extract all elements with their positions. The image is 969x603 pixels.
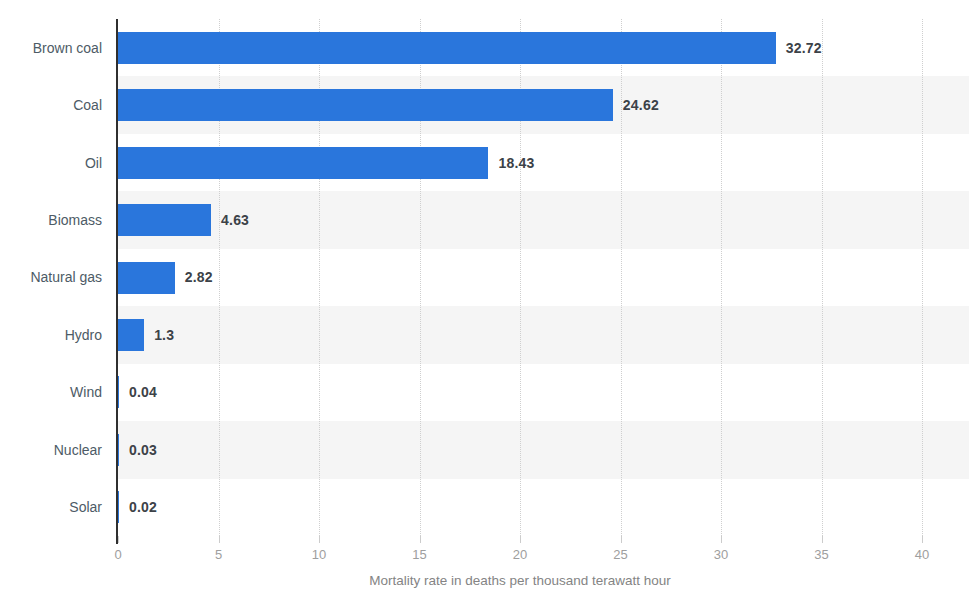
category-label: Nuclear <box>0 421 102 478</box>
bar-natural-gas[interactable] <box>118 262 175 294</box>
category-label: Solar <box>0 479 102 536</box>
x-tick-label: 30 <box>714 547 728 562</box>
axis-tick <box>621 536 622 543</box>
axis-tick <box>118 536 119 543</box>
x-tick-label: 40 <box>915 547 929 562</box>
bar-value-label: 0.02 <box>129 479 157 536</box>
bar-value-label: 4.63 <box>221 191 249 248</box>
axis-tick <box>922 536 923 543</box>
x-tick-label: 35 <box>814 547 828 562</box>
bar-value-label: 2.82 <box>185 249 213 306</box>
category-label: Brown coal <box>0 19 102 76</box>
axis-tick <box>822 536 823 543</box>
x-tick-label: 15 <box>412 547 426 562</box>
bar-coal[interactable] <box>118 89 613 121</box>
x-tick-label: 10 <box>312 547 326 562</box>
bar-wind[interactable] <box>118 376 119 408</box>
gridline <box>721 19 722 536</box>
bar-oil[interactable] <box>118 147 488 179</box>
gridline <box>922 19 923 536</box>
bar-value-label: 0.04 <box>129 364 157 421</box>
x-tick-label: 0 <box>114 547 121 562</box>
category-label: Biomass <box>0 191 102 248</box>
bar-solar[interactable] <box>118 491 119 523</box>
x-tick-label: 5 <box>215 547 222 562</box>
axis-tick <box>721 536 722 543</box>
bar-value-label: 1.3 <box>154 306 174 363</box>
bar-value-label: 18.43 <box>498 134 534 191</box>
bar-chart: Mortality rate in deaths per thousand te… <box>0 0 969 603</box>
row-stripe <box>118 306 969 363</box>
bar-biomass[interactable] <box>118 204 211 236</box>
gridline <box>822 19 823 536</box>
x-tick-label: 20 <box>513 547 527 562</box>
category-label: Natural gas <box>0 249 102 306</box>
gridline <box>621 19 622 536</box>
axis-tick <box>420 536 421 543</box>
bar-value-label: 24.62 <box>623 76 659 133</box>
bar-value-label: 32.72 <box>786 19 822 76</box>
category-label: Coal <box>0 76 102 133</box>
axis-tick <box>520 536 521 543</box>
category-label: Oil <box>0 134 102 191</box>
x-tick-label: 25 <box>613 547 627 562</box>
axis-tick <box>219 536 220 543</box>
bar-nuclear[interactable] <box>118 434 119 466</box>
axis-tick <box>319 536 320 543</box>
category-label: Hydro <box>0 306 102 363</box>
bar-hydro[interactable] <box>118 319 144 351</box>
category-label: Wind <box>0 364 102 421</box>
x-axis-title: Mortality rate in deaths per thousand te… <box>369 573 671 588</box>
row-stripe <box>118 421 969 478</box>
bar-brown-coal[interactable] <box>118 32 776 64</box>
bar-value-label: 0.03 <box>129 421 157 478</box>
